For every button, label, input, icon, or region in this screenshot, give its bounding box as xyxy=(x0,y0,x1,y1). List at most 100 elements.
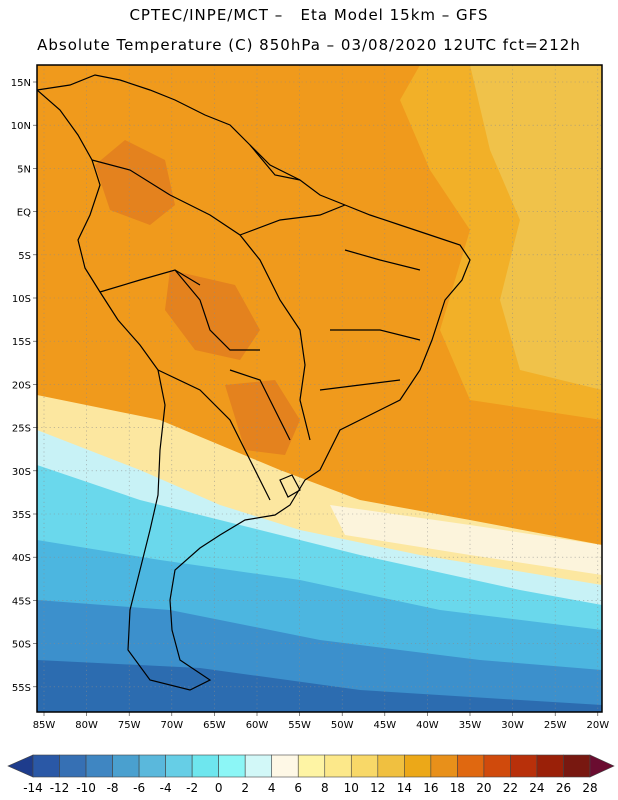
lon-label: 40W xyxy=(416,720,439,731)
lat-label: 50S xyxy=(12,640,31,651)
colorbar-label: 0 xyxy=(215,781,223,795)
temperature-field xyxy=(37,65,602,712)
border-colombia xyxy=(91,159,171,196)
lon-label: 75W xyxy=(118,720,141,731)
colorbar-box xyxy=(483,754,511,778)
colorbar-box xyxy=(563,754,591,778)
lagoa-mirim-outline xyxy=(279,474,301,498)
colorbar-label: -10 xyxy=(76,781,96,795)
colorbar-box xyxy=(32,754,60,778)
colorbar-label: 18 xyxy=(450,781,465,795)
colorbar-label: -12 xyxy=(50,781,70,795)
latitude-labels: 15N 10N 5N EQ 5S 10S 15S 20S 25S 30S 35S 40S 45S 50S 5… xyxy=(11,78,31,694)
colorbar-label: 24 xyxy=(529,781,544,795)
colorbar-labels: -14 -12 -10 -8 -6 -4 -2 0 2 4 6 8 10 12 14 16 18 20 22 24 26… xyxy=(23,781,597,795)
border-brazil-west xyxy=(169,194,311,441)
lat-label: 20S xyxy=(12,380,31,391)
chart-title-line2: Absolute Temperature (C) 850hPa – 03/08/… xyxy=(37,36,581,54)
colorbar-box xyxy=(165,754,193,778)
lat-label: 55S xyxy=(12,683,31,694)
lon-label: 45W xyxy=(373,720,396,731)
colorbar-label: 4 xyxy=(268,781,276,795)
colorbar-label: 20 xyxy=(476,781,491,795)
lat-label: 5N xyxy=(17,164,31,175)
colorbar-box xyxy=(271,754,299,778)
field-ice xyxy=(37,430,602,610)
colorbar-box xyxy=(244,754,273,778)
map-frame xyxy=(36,64,603,713)
field-hot-central xyxy=(165,270,260,360)
graticule xyxy=(33,65,602,716)
lon-label: 60W xyxy=(246,720,269,731)
colorbar-label: 14 xyxy=(397,781,412,795)
colorbar-box xyxy=(85,754,113,778)
lat-label: EQ xyxy=(17,208,31,219)
colorbar-box xyxy=(138,754,166,778)
lat-label: 35S xyxy=(12,510,31,521)
lat-label: 40S xyxy=(12,553,31,564)
lat-label: 10N xyxy=(11,121,31,132)
lon-label: 50W xyxy=(331,720,354,731)
colorbar-box xyxy=(324,754,352,778)
field-hot-south xyxy=(225,380,300,455)
coastline-borders xyxy=(37,74,471,691)
colorbar-label: 22 xyxy=(503,781,518,795)
colorbar-label: 16 xyxy=(423,781,438,795)
colorbar-box xyxy=(112,754,140,778)
lon-label: 85W xyxy=(33,720,56,731)
border-bolivia xyxy=(174,269,260,351)
lon-label: 35W xyxy=(459,720,482,731)
lat-label: 30S xyxy=(12,467,31,478)
colorbar-box xyxy=(510,754,538,778)
border-brazil-north xyxy=(239,204,346,236)
colorbar-box xyxy=(377,754,405,778)
colorbar-box xyxy=(191,754,219,778)
colorbar-box xyxy=(430,754,458,778)
field-deep-blue xyxy=(37,660,602,712)
lon-label: 25W xyxy=(544,720,567,731)
colorbar-box xyxy=(536,754,564,778)
chart-title-line1: CPTEC/INPE/MCT – Eta Model 15km – GFS xyxy=(129,6,489,24)
colorbar-box xyxy=(59,754,87,778)
lat-label: 15S xyxy=(12,337,31,348)
lon-label: 65W xyxy=(203,720,226,731)
border-andes xyxy=(99,269,201,293)
south-america-outline xyxy=(37,74,471,691)
colorbar-box xyxy=(457,754,485,778)
longitude-labels: 85W 80W 75W 70W 65W 60W 55W 50W 45W 40W 35W 30W 25W 2… xyxy=(33,720,610,731)
colorbar-label: 8 xyxy=(321,781,329,795)
colorbar-label: -2 xyxy=(186,781,198,795)
colorbar-label: 6 xyxy=(294,781,302,795)
colorbar-label: 28 xyxy=(582,781,597,795)
colorbar-label: 26 xyxy=(556,781,571,795)
lon-label: 70W xyxy=(160,720,183,731)
field-ocean-gold xyxy=(470,65,602,390)
colorbar-arrow-low xyxy=(7,754,34,778)
colorbar xyxy=(7,754,615,778)
colorbar-box xyxy=(297,754,326,778)
lat-label: 15N xyxy=(11,78,31,89)
border-guianas xyxy=(249,144,301,181)
lon-label: 30W xyxy=(501,720,524,731)
lat-label: 25S xyxy=(12,424,31,435)
colorbar-label: 12 xyxy=(370,781,385,795)
colorbar-arrow-high xyxy=(589,754,615,778)
colorbar-label: 2 xyxy=(241,781,249,795)
lon-label: 55W xyxy=(288,720,311,731)
lat-label: 10S xyxy=(12,294,31,305)
border-paraguay xyxy=(229,369,291,441)
colorbar-label: 10 xyxy=(344,781,359,795)
colorbar-label: -8 xyxy=(107,781,119,795)
border-argentina xyxy=(157,369,271,501)
border-states xyxy=(319,249,421,391)
field-hot-north xyxy=(95,140,175,225)
colorbar-label: -6 xyxy=(133,781,145,795)
lon-label: 80W xyxy=(75,720,98,731)
colorbar-label: -4 xyxy=(160,781,172,795)
lat-label: 45S xyxy=(12,596,31,607)
colorbar-box xyxy=(404,754,432,778)
field-cream xyxy=(330,505,602,575)
lat-label: 5S xyxy=(18,251,31,262)
colorbar-box xyxy=(350,754,379,778)
lon-label: 20W xyxy=(586,720,609,731)
